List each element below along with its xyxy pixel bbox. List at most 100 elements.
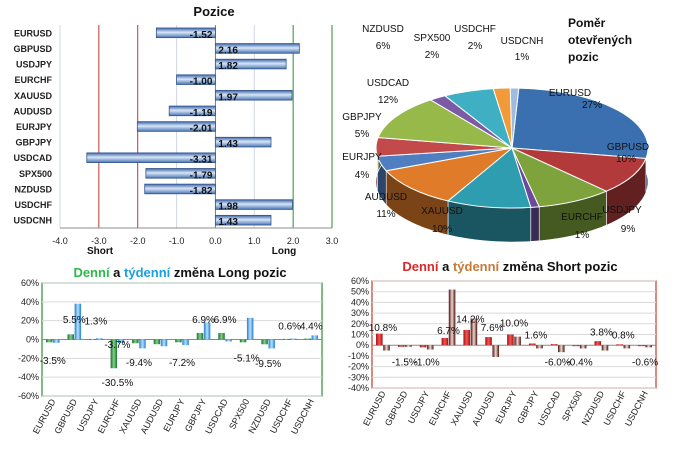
data-label: 10.0% <box>500 319 528 330</box>
data-label: 14.2% <box>456 314 484 325</box>
position-value-label: -1.19 <box>190 108 213 119</box>
x-tick-label: -3.0 <box>91 236 107 246</box>
position-bar <box>215 199 293 210</box>
pie-pct-label: 12% <box>378 95 398 106</box>
weekly-change-bar <box>470 318 478 346</box>
daily-change-bar <box>196 333 204 340</box>
y-tick-label: -30% <box>348 372 369 382</box>
position-bar <box>136 121 216 132</box>
weekly-change-bar <box>203 322 211 340</box>
category-label: EURJPY <box>16 122 52 132</box>
data-label: 1.6% <box>524 331 547 342</box>
data-label: 6.7% <box>437 326 460 337</box>
pie-pct-label: 27% <box>582 100 602 111</box>
data-label: -3.5% <box>40 356 66 367</box>
x-tick-label: 3.0 <box>326 236 339 246</box>
weekly-change-bar <box>405 345 412 347</box>
daily-change-bar <box>594 341 602 346</box>
data-label: 7.6% <box>481 323 504 334</box>
pie-slice-side <box>530 206 540 242</box>
weekly-change-bar <box>96 338 103 340</box>
data-label: -3.7% <box>104 340 130 351</box>
pie-label: EURCHF <box>561 212 603 223</box>
position-bar <box>215 214 272 226</box>
pie-pct-label: 2% <box>425 50 440 61</box>
weekly-change-bar <box>160 339 168 347</box>
title-part: a <box>110 265 124 280</box>
short-change-chart: Denní a týdenní změna Short pozic 60%50%… <box>348 259 658 428</box>
weekly-change-bar <box>426 345 434 350</box>
y-tick-label: -10% <box>348 351 369 361</box>
category-label: XAUUSD <box>14 91 53 101</box>
weekly-change-bar <box>514 336 521 346</box>
y-tick-label: -60% <box>18 391 39 401</box>
y-tick-label: 40% <box>21 297 39 307</box>
position-value-label: 1.98 <box>218 202 238 213</box>
weekly-change-bar <box>383 345 390 351</box>
pie-label: USDCNH <box>501 36 544 47</box>
daily-change-bar <box>550 344 558 346</box>
daily-change-bar <box>67 334 74 340</box>
long-label: Long <box>272 246 296 257</box>
data-label: -9.4% <box>126 358 152 369</box>
pie-slice <box>446 147 532 209</box>
category-label: USDCAD <box>13 153 52 163</box>
data-label: 0.8% <box>612 331 635 342</box>
weekly-change-bar <box>268 339 275 349</box>
position-value-label: 1.43 <box>218 217 238 228</box>
position-bar <box>145 168 216 179</box>
pie-title-line-2: otevřených <box>568 33 632 47</box>
daily-change-bar <box>419 345 427 348</box>
short-label: Short <box>87 246 114 257</box>
weekly-change-bar <box>579 345 587 349</box>
daily-change-bar <box>528 343 536 346</box>
position-value-label: 1.82 <box>218 61 238 72</box>
pie-slice <box>511 87 649 160</box>
x-tick-label: -2.0 <box>130 236 146 246</box>
data-label: -0.6% <box>632 357 658 368</box>
position-value-label: 2.16 <box>218 45 238 56</box>
daily-change-bar <box>153 339 161 345</box>
position-value-label: 1.97 <box>218 92 238 103</box>
title-part: změna Short pozic <box>499 259 617 274</box>
category-label: GBPJPY <box>15 138 52 148</box>
category-label: AUDUSD <box>13 106 52 116</box>
pie-label: GBPJPY <box>342 112 382 123</box>
weekly-change-bar <box>492 345 500 357</box>
pie-label: AUDUSD <box>365 192 407 203</box>
open-positions-pie: Poměr otevřených pozic EURUSD27%GBPUSD10… <box>342 16 649 243</box>
data-label: 3.8% <box>590 327 613 338</box>
category-label: SPX500 <box>19 169 52 179</box>
title-part: Denní <box>73 265 110 280</box>
pie-pct-label: 10% <box>616 154 636 165</box>
data-label: -1.0% <box>414 357 440 368</box>
daily-change-bar <box>282 338 290 340</box>
weekly-change-bar <box>448 289 456 346</box>
pie-pct-label: 11% <box>376 209 395 220</box>
data-label: 6.9% <box>192 315 215 326</box>
position-value-label: -3.31 <box>190 155 213 166</box>
pie-label: GBPUSD <box>607 142 649 153</box>
pie-slice <box>377 99 513 149</box>
y-tick-label: 20% <box>21 316 39 326</box>
title-part: týdenní <box>124 265 171 280</box>
weekly-change-bar <box>225 339 232 342</box>
y-tick-label: -20% <box>348 362 369 372</box>
weekly-change-bar <box>311 335 319 340</box>
daily-change-bar <box>110 339 118 369</box>
weekly-change-bar <box>601 345 609 351</box>
daily-change-bar <box>218 333 225 340</box>
data-label: 6.9% <box>214 315 237 326</box>
daily-change-bar <box>441 338 449 346</box>
pie-pct-label: 6% <box>376 41 391 52</box>
daily-change-bar <box>463 330 470 346</box>
category-label: EURCHF <box>15 75 53 85</box>
data-label: -30.5% <box>102 378 134 389</box>
pie-label: USDCAD <box>367 78 409 89</box>
positions-chart: Pozice -1.52 2.16 1.82 -1.00 1.97 -1.19 -2.01 1… <box>13 4 338 257</box>
y-tick-label: 10% <box>351 330 369 340</box>
position-bar <box>86 152 216 163</box>
pie-label: SPX500 <box>414 33 451 44</box>
pie-label: XAUUSD <box>421 206 463 217</box>
